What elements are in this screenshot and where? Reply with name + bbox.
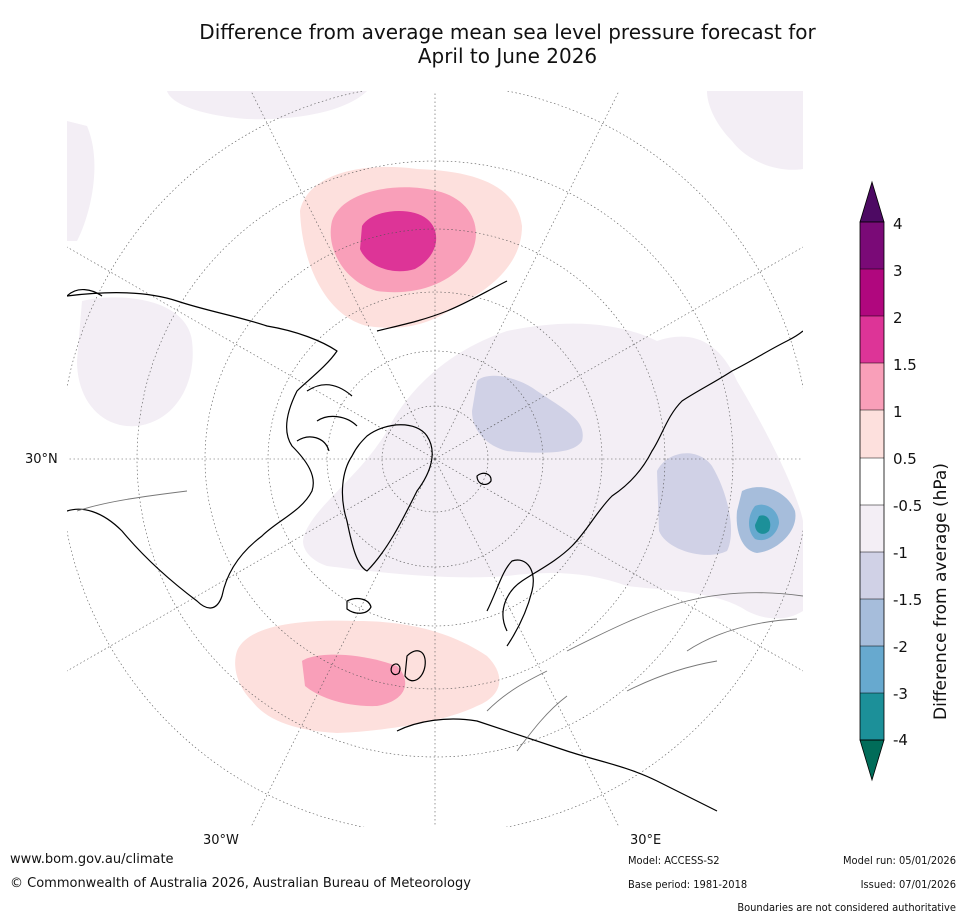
colorbar-separators xyxy=(860,268,884,694)
anomaly-neg-siberia xyxy=(657,453,732,555)
graticule xyxy=(67,91,803,827)
border-china-mongolia xyxy=(686,618,798,652)
title-line-1: Difference from average mean sea level p… xyxy=(199,20,816,44)
coast-north-america xyxy=(67,292,338,609)
colorbar-tick-neg3: -3 xyxy=(893,685,908,703)
colorbar-band-0_5-to-1 xyxy=(860,410,884,458)
colorbar-tick-3: 3 xyxy=(893,262,903,280)
colorbar-tick-neg4: -4 xyxy=(893,731,908,749)
colorbar-tick-neg1_5: -1.5 xyxy=(893,591,923,609)
coast-eurasia xyxy=(502,330,803,632)
anomaly-neg-barents xyxy=(472,375,583,453)
footer-disclaimer: Boundaries are not considered authoritat… xyxy=(737,901,956,914)
coast-chukotka xyxy=(376,280,508,332)
colorbar-band-3-to-4 xyxy=(860,222,884,269)
lon-label-30w: 30°W xyxy=(203,833,239,848)
footer-copyright: © Commonwealth of Australia 2026, Austra… xyxy=(10,876,471,891)
colorbar-band-2-to-3 xyxy=(860,269,884,316)
border-canada-us xyxy=(76,490,188,512)
meridian-30W xyxy=(250,458,436,827)
colorbar-band-neg3-to-neg2 xyxy=(860,646,884,693)
coast-iceland xyxy=(346,597,372,614)
border-kazakhstan xyxy=(626,660,718,692)
coast-british-isles xyxy=(390,650,426,682)
anomaly-neg-top-left xyxy=(167,91,367,120)
footer-model-run: Model run: 05/01/2026 xyxy=(843,854,956,867)
footer-base-period: Base period: 1981-2018 xyxy=(628,878,748,891)
anomaly-neg-alaska xyxy=(77,297,193,427)
meridian-150W xyxy=(250,91,436,460)
colorbar-extend-over xyxy=(859,180,885,223)
colorbar xyxy=(859,180,885,782)
footer-model: Model: ACCESS-S2 xyxy=(628,854,720,867)
meridian-30E xyxy=(434,458,620,827)
coast-svalbard xyxy=(476,472,492,486)
parallel-60N xyxy=(267,291,603,627)
colorbar-tick-neg2: -2 xyxy=(893,638,908,656)
colorbar-label: Difference from average (hPa) xyxy=(931,463,951,720)
border-europe xyxy=(486,670,568,752)
colorbar-band-neg1_5-to-neg1 xyxy=(860,552,884,599)
meridian-60E xyxy=(434,458,803,672)
anomaly-pos-bering-1_5 xyxy=(360,210,437,272)
country-borders xyxy=(76,490,803,752)
parallel-40N xyxy=(136,160,734,758)
footer-website[interactable]: www.bom.gov.au/climate xyxy=(10,852,174,867)
coast-greenland xyxy=(341,424,433,572)
anomaly-neg-top-right xyxy=(707,91,803,170)
chart-title: Difference from average mean sea level p… xyxy=(120,20,895,68)
colorbar-band-1_5-to-2 xyxy=(860,316,884,363)
coast-scandinavia xyxy=(486,559,534,647)
lat-label-30n: 30°N xyxy=(25,452,58,467)
colorbar-outline xyxy=(859,221,885,741)
colorbar-band-1-to-1_5 xyxy=(860,363,884,410)
coast-alaska xyxy=(67,289,103,297)
colorbar-tick-neg0_5: -0.5 xyxy=(893,497,923,515)
lon-label-30e: 30°E xyxy=(630,833,662,848)
colorbar-band-neg1-to-neg0_5 xyxy=(860,505,884,552)
coastlines xyxy=(67,280,803,812)
colorbar-tick-2: 2 xyxy=(893,309,903,327)
colorbar-extend-under xyxy=(859,739,885,782)
meridian-120W xyxy=(67,246,436,460)
colorbar-band-neg4-to-neg3 xyxy=(860,693,884,740)
colorbar-tick-0_5: 0.5 xyxy=(893,450,917,468)
anomaly-pos-atlantic-1 xyxy=(302,654,406,707)
colorbar-band-neutral xyxy=(860,458,884,505)
colorbar-tick-1: 1 xyxy=(893,403,903,421)
meridian-60W xyxy=(67,458,436,672)
meridian-150E xyxy=(434,91,620,460)
title-line-2: April to June 2026 xyxy=(417,44,598,68)
colorbar-tick-neg1: -1 xyxy=(893,544,908,562)
coast-europe-south xyxy=(396,718,718,812)
anomaly-neg-top-left-edge xyxy=(67,121,95,241)
colorbar-tick-1_5: 1.5 xyxy=(893,356,917,374)
meridian-120E xyxy=(434,246,803,460)
footer-issued: Issued: 07/01/2026 xyxy=(860,878,956,891)
coast-canadian-arctic xyxy=(296,384,358,452)
anomaly-neg-baikal-3 xyxy=(755,515,771,534)
colorbar-tick-4: 4 xyxy=(893,215,903,233)
parallel-50N xyxy=(204,228,666,690)
anomaly-neg-arctic xyxy=(303,323,803,619)
colorbar-band-neg2-to-neg1_5 xyxy=(860,599,884,646)
polar-map xyxy=(67,91,803,827)
border-russia-south xyxy=(566,592,803,652)
